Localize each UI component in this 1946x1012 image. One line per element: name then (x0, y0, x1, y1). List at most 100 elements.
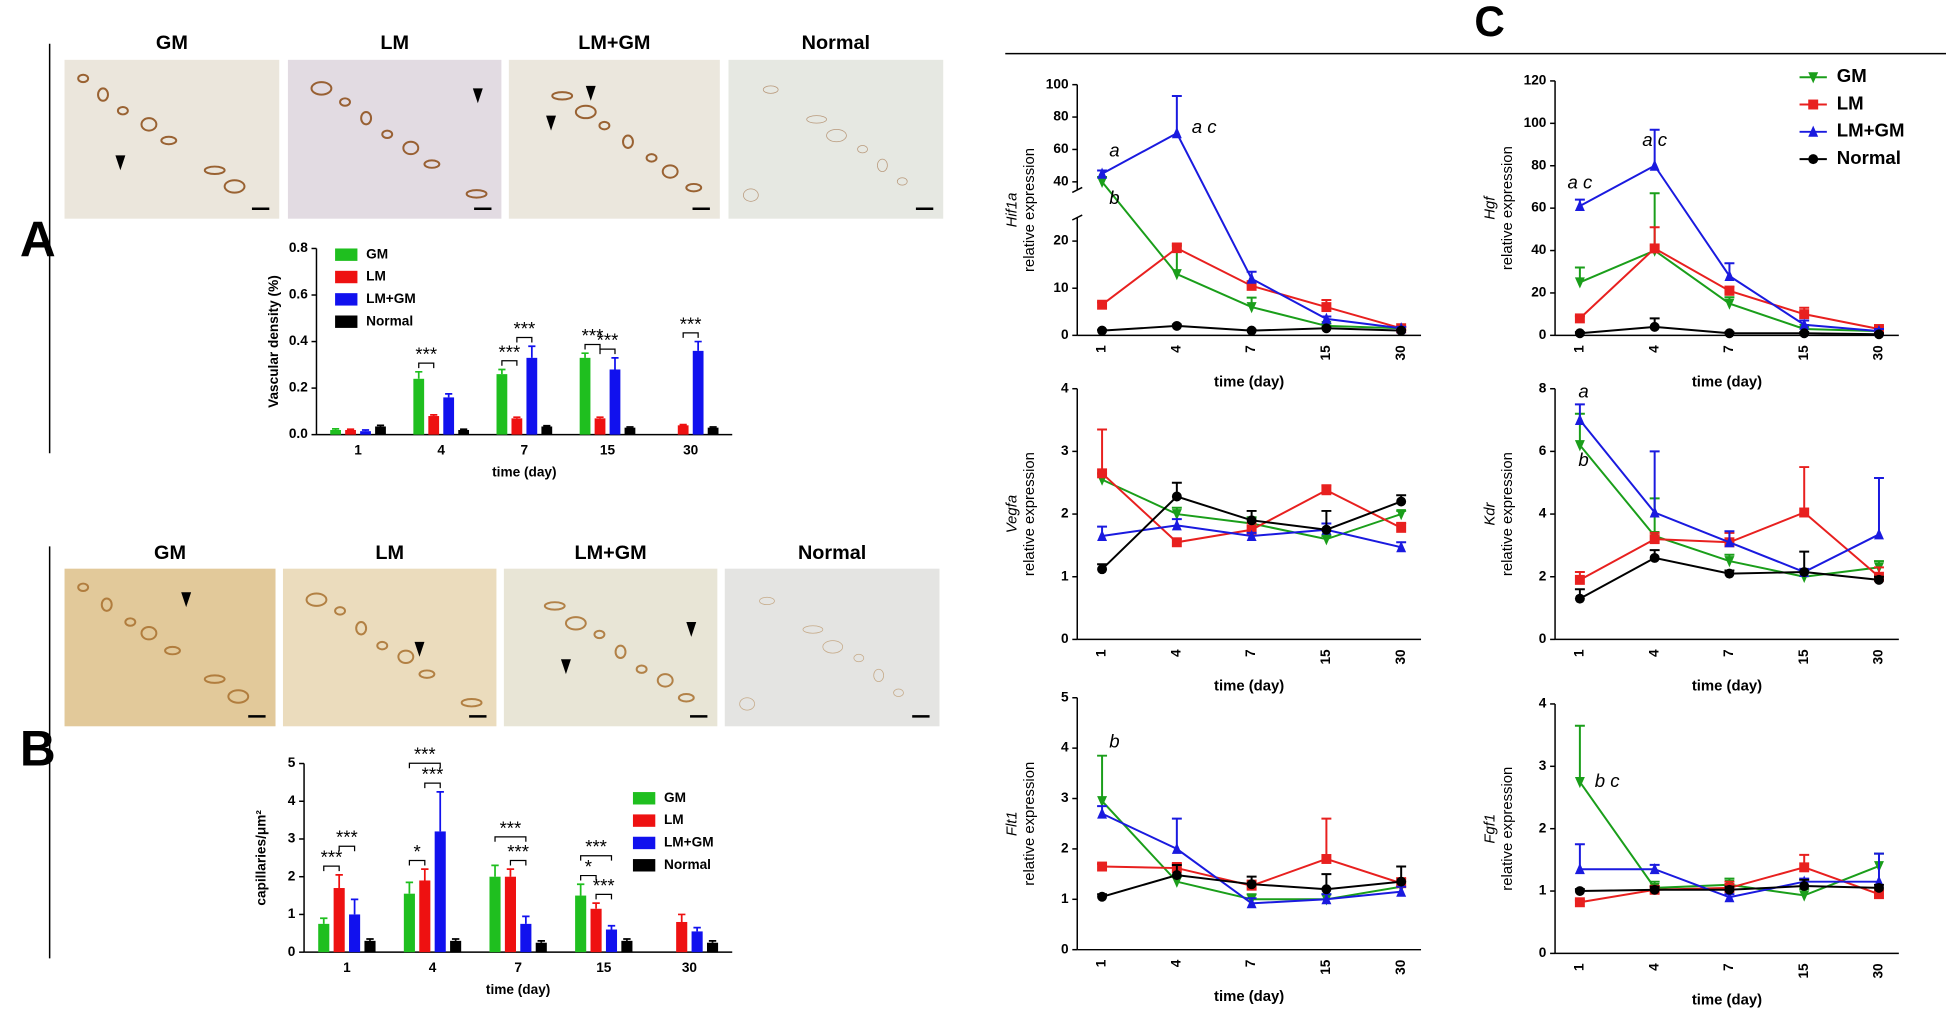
x-axis-label: time (day) (1692, 679, 1762, 695)
y-tick-label: 0.4 (289, 333, 308, 348)
micrograph-detail (896, 177, 908, 186)
marker (1246, 524, 1257, 535)
legend-swatch (335, 293, 358, 306)
x-axis-label: time (day) (492, 465, 556, 480)
micrograph-detail (381, 129, 394, 140)
y-tick-label: 0 (288, 944, 296, 959)
micrograph-detail (418, 669, 436, 679)
x-axis-label: time (day) (1214, 989, 1284, 1005)
significance-label: *** (321, 847, 343, 868)
error-bar (522, 915, 530, 924)
bar (621, 940, 633, 953)
marker (1246, 529, 1257, 541)
marker (1321, 893, 1332, 905)
bar (590, 908, 602, 953)
x-tick-label: 15 (1318, 345, 1333, 361)
x-tick-label: 4 (1646, 649, 1661, 657)
marker (1574, 574, 1585, 585)
error-bar (679, 423, 687, 426)
significance-label: *** (593, 875, 615, 896)
marker (1574, 593, 1585, 604)
x-tick-label: 7 (1243, 960, 1258, 968)
bar (676, 921, 688, 953)
marker (1097, 167, 1108, 179)
x-tick-label: 4 (1168, 959, 1183, 967)
arrowhead (472, 88, 483, 104)
bar (692, 350, 704, 435)
y-tick-label: 3 (288, 831, 296, 846)
significance-label: *** (507, 841, 529, 862)
y-tick-label: 4 (1539, 696, 1547, 711)
marker (1574, 776, 1585, 789)
significance-label: * (585, 856, 592, 877)
bar (706, 942, 719, 953)
x-tick-label: 1 (354, 442, 362, 457)
marker (1396, 496, 1407, 507)
x-tick-label: 30 (1393, 959, 1408, 975)
y-tick-label: 2 (1061, 841, 1069, 856)
legend-swatch (335, 248, 358, 261)
y-tick-label: 60 (1053, 141, 1069, 156)
marker (1097, 796, 1108, 808)
error-bar (1799, 466, 1810, 513)
marker (1574, 313, 1585, 324)
significance-bracket (338, 845, 356, 852)
x-tick-label: 15 (1796, 963, 1811, 979)
marker (1171, 269, 1182, 281)
y-tick-label: 8 (1539, 380, 1547, 395)
micrograph-detail (802, 625, 824, 634)
marker (1574, 863, 1585, 875)
x-tick-label: 7 (1721, 649, 1736, 657)
x-tick-label: 30 (1393, 649, 1408, 665)
error-bar (491, 864, 499, 877)
marker (1171, 491, 1182, 502)
y-axis-label: relative expression (1022, 148, 1038, 272)
error-bar (581, 352, 589, 358)
bar (579, 357, 591, 435)
x-axis-label: time (day) (486, 982, 550, 997)
y-axis-label: Hgf (1482, 195, 1498, 220)
marker (1171, 243, 1182, 254)
error-bar (513, 416, 521, 419)
marker (1799, 890, 1810, 902)
bar (575, 895, 587, 953)
y-axis-label: Kdr (1482, 501, 1498, 525)
marker (1396, 509, 1407, 521)
significance-label: * (413, 841, 420, 862)
micrograph-detail (622, 134, 634, 149)
image-label: LM+GM (578, 32, 650, 54)
y-tick-label: 2 (1539, 820, 1547, 835)
micrograph-detail (423, 159, 441, 169)
x-tick-label: 7 (521, 442, 529, 457)
error-bar (576, 883, 585, 896)
y-tick-label: 2 (1061, 506, 1069, 521)
y-axis-label: relative expression (1500, 146, 1516, 270)
marker (1799, 318, 1810, 330)
error-bar (335, 873, 343, 889)
significance-label: *** (585, 836, 607, 857)
y-tick-label: 0.2 (289, 380, 308, 395)
y-tick-label: 40 (1531, 242, 1547, 257)
bar (330, 429, 341, 435)
significance-label: *** (414, 744, 436, 765)
error-bar (376, 424, 385, 427)
x-tick-label: 30 (1871, 649, 1886, 665)
significance-label: *** (415, 344, 437, 365)
micrograph-detail (739, 697, 755, 711)
bar (360, 431, 371, 435)
micrograph-detail (857, 145, 868, 154)
micrograph (728, 59, 944, 219)
y-tick-label: 80 (1053, 109, 1069, 124)
bar (364, 940, 376, 953)
y-axis-label: Vascular density (%) (266, 275, 281, 408)
micrograph-detail (116, 106, 129, 116)
y-axis-label: Fgf1 (1482, 814, 1498, 844)
micrograph-detail (355, 621, 368, 636)
marker (1171, 842, 1182, 854)
bar (434, 831, 446, 953)
marker (1097, 468, 1108, 479)
x-axis-label: time (day) (1692, 374, 1762, 390)
micrograph-detail (598, 120, 611, 131)
marker (1321, 312, 1332, 324)
marker (1724, 328, 1735, 339)
